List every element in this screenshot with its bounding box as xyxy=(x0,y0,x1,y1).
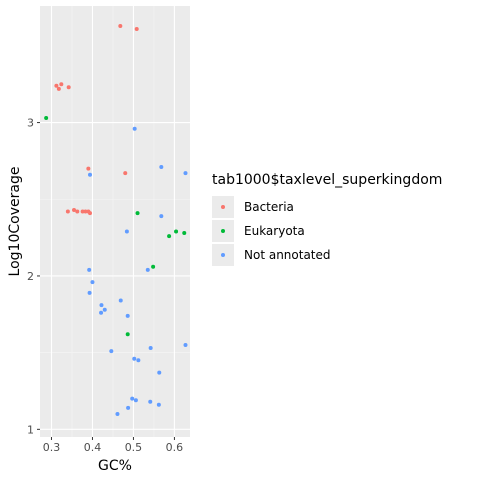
data-point-eukaryota xyxy=(44,115,49,120)
x-axis: 0.3 0.4 0.5 0.6 xyxy=(43,437,183,454)
data-point-eukaryota xyxy=(135,211,140,216)
data-point-not-annotated xyxy=(87,290,92,295)
data-point-eukaryota xyxy=(174,229,179,234)
data-point-not-annotated xyxy=(130,396,135,401)
legend-label-bacteria: Bacteria xyxy=(244,200,294,214)
data-point-bacteria xyxy=(134,27,139,32)
y-tick-label: 2 xyxy=(27,270,34,283)
data-point-bacteria xyxy=(83,209,88,214)
legend-dot-not-annotated xyxy=(221,253,225,257)
data-point-bacteria xyxy=(118,23,123,28)
data-point-bacteria xyxy=(72,207,77,212)
y-tick-label: 3 xyxy=(27,117,34,130)
x-tick-label: 0.4 xyxy=(84,441,102,454)
data-point-not-annotated xyxy=(90,280,95,285)
data-point-not-annotated xyxy=(125,313,130,318)
legend-label-eukaryota: Eukaryota xyxy=(244,224,305,238)
legend-dot-bacteria xyxy=(221,205,225,209)
data-point-not-annotated xyxy=(118,298,123,303)
data-point-not-annotated xyxy=(132,126,137,131)
legend-dot-eukaryota xyxy=(221,229,225,233)
data-point-eukaryota xyxy=(125,332,130,337)
data-point-bacteria xyxy=(75,209,80,214)
data-point-bacteria xyxy=(54,83,59,88)
data-point-not-annotated xyxy=(87,267,92,272)
data-point-not-annotated xyxy=(157,370,162,375)
data-point-not-annotated xyxy=(159,165,164,170)
y-axis: 1 2 3 xyxy=(27,117,40,436)
data-point-not-annotated xyxy=(159,214,164,219)
x-axis-label: GC% xyxy=(98,458,132,474)
major-gridlines xyxy=(40,6,190,437)
data-point-not-annotated xyxy=(124,229,129,234)
data-point-not-annotated xyxy=(148,399,153,404)
legend-label-not-annotated: Not annotated xyxy=(244,248,331,262)
legend-item-not-annotated: Not annotated xyxy=(212,243,442,267)
data-point-not-annotated xyxy=(183,171,188,176)
data-point-not-annotated xyxy=(136,358,141,363)
data-point-bacteria xyxy=(80,209,85,214)
data-point-not-annotated xyxy=(102,307,107,312)
data-point-not-annotated xyxy=(148,346,153,351)
x-tick-label: 0.5 xyxy=(125,441,143,454)
data-point-bacteria xyxy=(88,211,92,216)
data-point-bacteria xyxy=(56,86,61,91)
data-point-not-annotated xyxy=(109,349,114,354)
legend-item-bacteria: Bacteria xyxy=(212,195,442,219)
data-point-bacteria xyxy=(86,166,91,171)
minor-gridlines xyxy=(40,6,190,437)
data-point-not-annotated xyxy=(99,310,104,315)
data-point-bacteria xyxy=(66,85,71,90)
y-tick-label: 1 xyxy=(27,423,34,436)
data-point-bacteria xyxy=(123,171,128,176)
legend-key-not-annotated xyxy=(212,244,234,266)
x-tick-label: 0.3 xyxy=(43,441,61,454)
data-point-bacteria xyxy=(65,209,70,214)
legend-key-eukaryota xyxy=(212,220,234,242)
legend: tab1000$taxlevel_superkingdom Bacteria E… xyxy=(212,172,442,267)
data-point-not-annotated xyxy=(132,356,137,361)
data-points xyxy=(44,23,188,416)
data-point-not-annotated xyxy=(115,411,120,416)
data-point-eukaryota xyxy=(182,231,187,236)
data-point-bacteria xyxy=(59,82,64,87)
data-point-not-annotated xyxy=(88,172,92,177)
data-point-eukaryota xyxy=(167,234,172,239)
data-point-not-annotated xyxy=(126,405,131,410)
data-point-not-annotated xyxy=(183,342,188,347)
data-point-not-annotated xyxy=(99,303,104,308)
plot-panel xyxy=(40,6,190,437)
legend-item-eukaryota: Eukaryota xyxy=(212,219,442,243)
data-point-not-annotated xyxy=(133,398,138,403)
data-point-eukaryota xyxy=(151,264,156,269)
x-tick-label: 0.6 xyxy=(166,441,184,454)
data-point-not-annotated xyxy=(145,267,150,272)
legend-title: tab1000$taxlevel_superkingdom xyxy=(212,172,443,188)
legend-key-bacteria xyxy=(212,196,234,218)
data-point-not-annotated xyxy=(156,402,161,407)
y-axis-label: Log10Coverage xyxy=(7,167,23,277)
